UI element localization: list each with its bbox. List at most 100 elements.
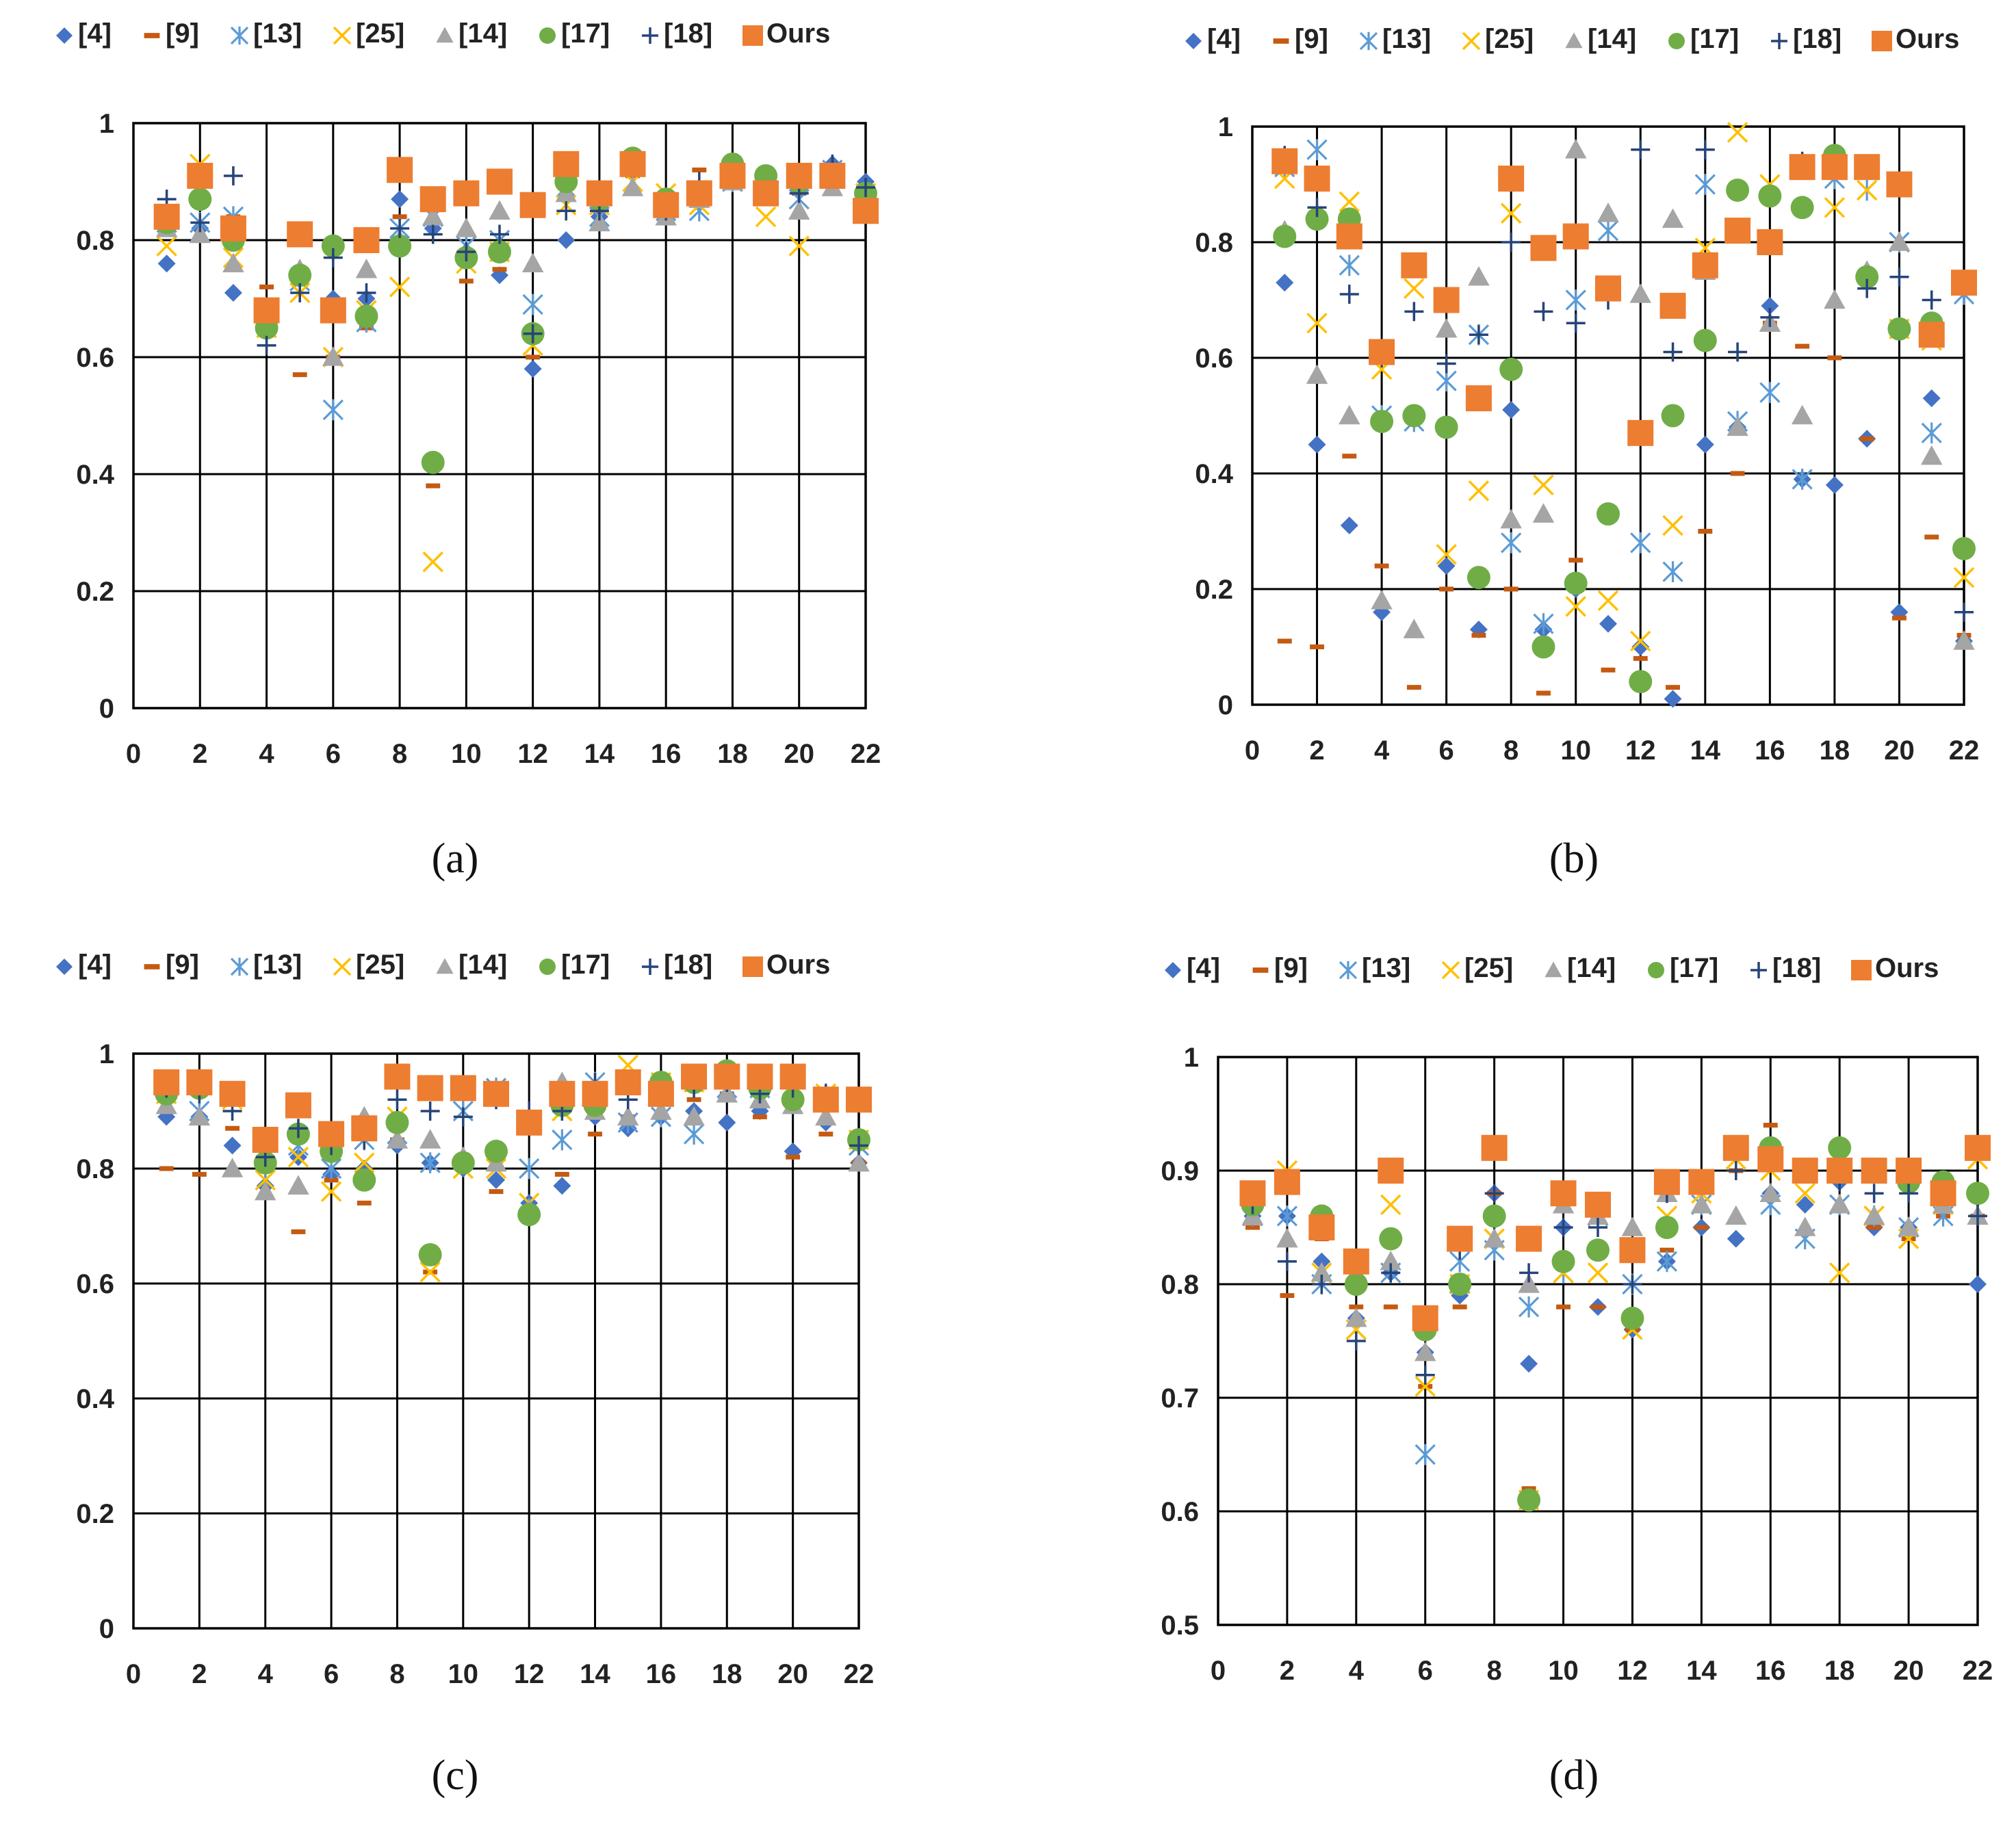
y-tick-label: 0	[99, 694, 114, 724]
data-point	[1690, 1194, 1713, 1214]
data-point	[285, 1092, 311, 1119]
data-point	[683, 1123, 705, 1145]
data-point	[1826, 1158, 1853, 1184]
legend-label: [17]	[1690, 24, 1739, 54]
data-point	[1532, 635, 1555, 659]
data-point	[1857, 278, 1877, 298]
data-point	[1655, 1216, 1679, 1239]
data-point	[220, 215, 246, 242]
plot-frame	[132, 122, 867, 709]
data-point	[1922, 290, 1941, 310]
legend-dash-icon	[1252, 967, 1269, 973]
data-point	[1727, 122, 1748, 143]
data-point	[1859, 436, 1874, 441]
data-point	[219, 1080, 246, 1107]
data-point	[458, 278, 474, 284]
data-point	[1692, 252, 1718, 278]
data-point	[554, 1171, 569, 1177]
data-point	[1827, 355, 1842, 361]
data-point	[1343, 1248, 1369, 1275]
data-point	[291, 1229, 306, 1234]
data-point	[1437, 557, 1456, 575]
legend-label: Ours	[1875, 953, 1939, 983]
data-point	[354, 1152, 375, 1173]
data-point	[422, 206, 444, 226]
data-point	[1794, 1216, 1816, 1236]
data-point	[1825, 475, 1844, 494]
data-point	[1556, 1304, 1571, 1310]
x-tick-label: 8	[1503, 735, 1519, 766]
data-point	[322, 346, 344, 366]
x-tick-label: 2	[1309, 735, 1324, 766]
data-point	[426, 483, 441, 488]
data-point	[389, 276, 411, 298]
legend: [4] [9] [13] [25] [14] [17] [18] Ours	[56, 18, 830, 49]
y-tick-label: 0.8	[1161, 1270, 1199, 1300]
data-point	[786, 162, 812, 189]
data-point	[1794, 1182, 1815, 1204]
data-point	[159, 1166, 174, 1171]
data-point	[1380, 1194, 1401, 1216]
data-point	[418, 1243, 442, 1266]
data-point	[1465, 385, 1492, 412]
legend-label: [13]	[253, 950, 302, 980]
data-point	[1349, 1304, 1364, 1310]
y-tick-label: 0.4	[1195, 459, 1233, 489]
data-point	[755, 206, 777, 228]
data-point	[786, 1154, 801, 1160]
x-axis: 0 2 4 6 8 10 12 14 16 18 20 22	[1211, 1656, 1993, 1686]
data-point	[1276, 274, 1294, 292]
data-point	[1553, 1218, 1573, 1237]
legend-asterisk-x-icon	[1339, 961, 1358, 980]
data-point	[323, 248, 343, 268]
legend-label: [17]	[561, 18, 610, 49]
legend-label: [4]	[78, 18, 112, 49]
data-point	[386, 1129, 409, 1149]
legend-label: [18]	[1772, 953, 1821, 983]
data-point	[1629, 670, 1653, 694]
data-point	[1516, 1225, 1542, 1252]
data-point	[1379, 1227, 1403, 1251]
data-point	[1374, 563, 1389, 569]
data-point	[1597, 502, 1620, 526]
data-point	[1369, 339, 1395, 365]
data-point	[224, 283, 242, 302]
data-point	[1414, 1444, 1436, 1465]
data-point	[1378, 1158, 1404, 1184]
data-point	[718, 1113, 736, 1132]
panel-caption: (b)	[1549, 835, 1599, 882]
data-point	[320, 1181, 342, 1202]
x-tick-label: 6	[1439, 735, 1454, 766]
data-point	[582, 1080, 608, 1107]
data-point	[1562, 223, 1589, 250]
x-tick-label: 10	[451, 739, 482, 769]
data-point	[1728, 342, 1748, 362]
data-point	[1796, 1195, 1814, 1214]
panel-caption: (c)	[432, 1752, 479, 1799]
x-tick-label: 2	[192, 1659, 207, 1689]
plot-frame	[132, 1052, 860, 1630]
series-Ours	[153, 151, 879, 324]
panel-caption: (d)	[1549, 1752, 1599, 1799]
legend-label: [13]	[253, 18, 302, 49]
data-point	[357, 283, 376, 302]
data-point	[856, 178, 875, 198]
data-point	[1597, 203, 1619, 222]
data-points	[1271, 122, 1977, 708]
legend-plus-icon	[642, 27, 658, 44]
legend-diamond-icon	[1165, 962, 1181, 978]
data-point	[259, 284, 274, 289]
data-point	[1414, 1376, 1436, 1397]
data-point	[187, 162, 214, 189]
data-point	[1306, 364, 1328, 385]
legend-x-cross-icon	[333, 957, 352, 976]
data-point	[354, 304, 378, 328]
data-point	[384, 1063, 411, 1090]
x-tick-label: 16	[1755, 1656, 1786, 1686]
data-point	[1517, 1488, 1541, 1512]
data-point	[1633, 655, 1648, 661]
data-point	[686, 180, 712, 207]
data-point	[686, 1097, 701, 1102]
data-point	[1550, 1180, 1577, 1207]
